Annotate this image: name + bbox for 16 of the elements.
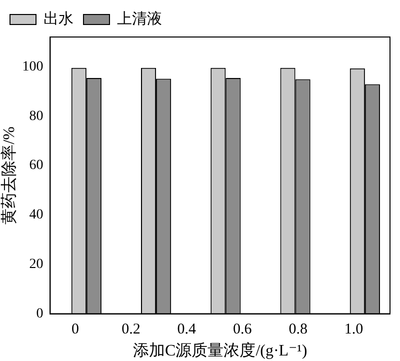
y-tick-label: 80 <box>29 108 44 124</box>
x-tick-label: 1.0 <box>344 322 364 338</box>
y-tick-label: 0 <box>36 306 44 322</box>
y-tick-label: 60 <box>29 158 44 174</box>
x-tick-label: 0.4 <box>177 322 197 338</box>
y-tick-label: 40 <box>29 208 44 223</box>
x-tick-label: 0.8 <box>288 322 308 338</box>
y-tick-label: 20 <box>29 257 44 272</box>
x-tick-label: 0.2 <box>122 322 140 338</box>
x-tick-label: 0 <box>72 322 80 338</box>
legend-label: 出水 <box>44 10 74 28</box>
x-axis-title: 添加C源质量浓度/(g·L⁻¹) <box>133 342 308 360</box>
y-tick-label: 100 <box>22 59 44 74</box>
x-tick-label: 0.6 <box>233 322 252 338</box>
legend-label: 上清液 <box>117 10 162 28</box>
y-axis-title: 黄药去除率/% <box>0 126 18 224</box>
